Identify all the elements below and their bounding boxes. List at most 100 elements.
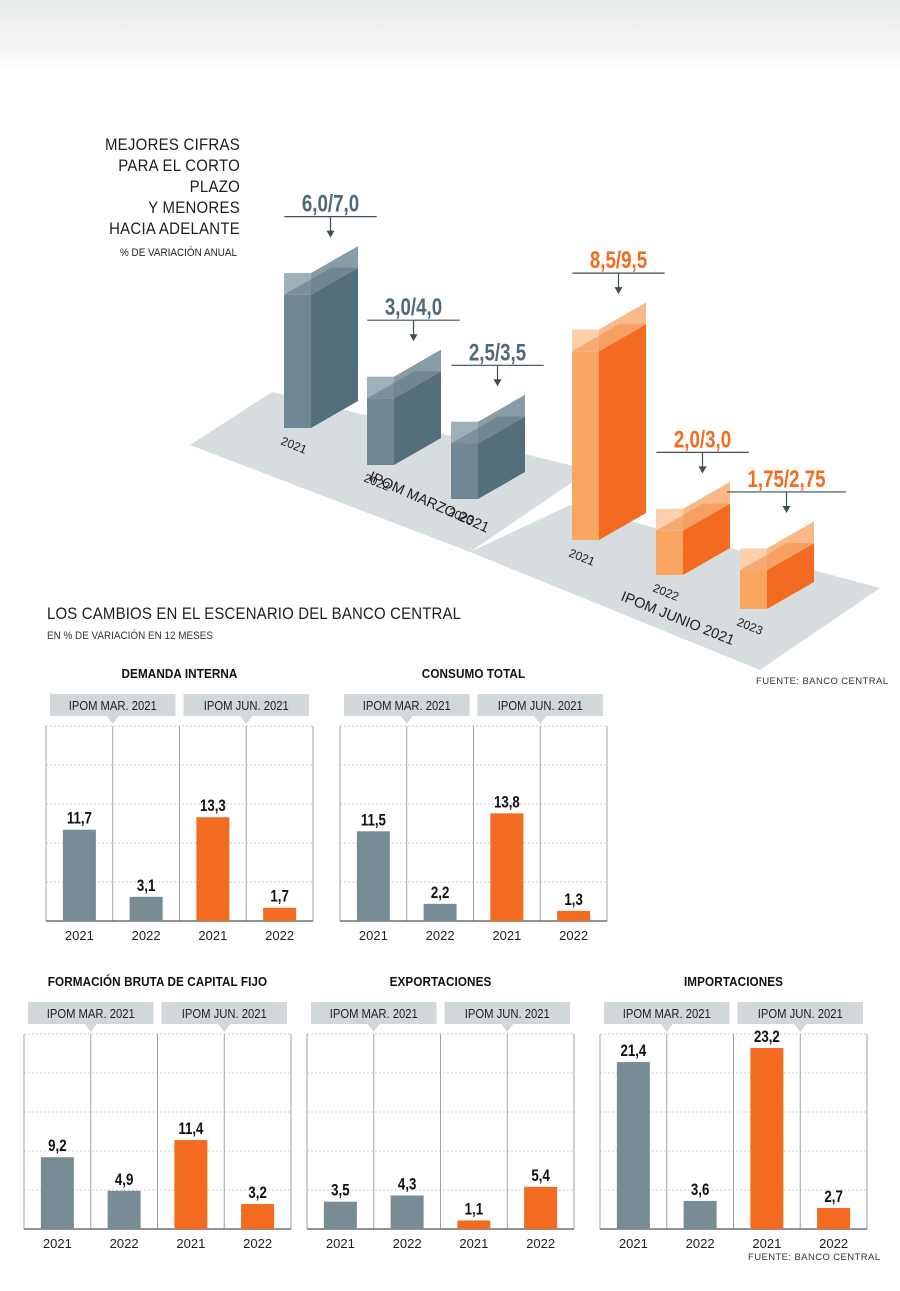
data-label: 5,4 [531,1166,550,1185]
data-label: 23,2 [754,1028,780,1047]
data-label: 9,2 [48,1137,66,1156]
x-tick-label: 2022 [132,928,161,943]
bar-chart: IPOM MAR. 2021 IPOM JUN. 2021 11,7 2021 3,1 2… [45,694,314,943]
data-label: 13,3 [200,797,226,816]
intro-line: PARA EL CORTO PLAZO [118,156,240,196]
panel-title: IMPORTACIONES [683,974,784,989]
bar [557,910,591,921]
group-header-label: IPOM MAR. 2021 [623,1006,711,1021]
bar [616,1062,650,1229]
3d-bar-inner-top [284,267,358,295]
bar-chart: IPOM MAR. 2021 IPOM JUN. 2021 9,2 2021 4,9 20… [23,1002,292,1251]
data-label: 21,4 [620,1042,646,1061]
data-label: 1,1 [465,1200,484,1219]
bar [817,1207,851,1229]
x-tick-label: 2022 [265,928,294,943]
group-header [604,1002,730,1032]
bar [683,1200,717,1229]
group-header [344,694,470,724]
intro-subtitle: % DE VARIACIÓN ANUAL [120,247,237,259]
data-label: 1,7 [270,887,288,906]
3d-bar-side [394,371,441,465]
bar-chart: IPOM MAR. 2021 IPOM JUN. 2021 3,5 2021 4,3 20… [306,1002,575,1251]
x-tick-label: 2021 [198,928,227,943]
x-tick-label: 2022 [686,1236,715,1251]
bar [263,907,297,921]
group-header [161,1002,287,1032]
data-label: 3,2 [248,1184,266,1203]
group-header-label: IPOM MAR. 2021 [330,1006,418,1021]
data-label: 3,5 [331,1181,350,1200]
bar-chart: IPOM MAR. 2021 IPOM JUN. 2021 11,5 2021 2,2 2… [339,694,608,943]
3d-bar-top [365,348,443,377]
bar [750,1048,784,1229]
arrow-head-icon [782,505,791,513]
panel-title: EXPORTACIONES [389,974,492,989]
top-background [0,0,900,74]
bar [490,813,524,921]
source-note-top: FUENTE: BANCO CENTRAL [756,676,889,687]
data-label: 2,7 [824,1187,842,1206]
data-label: 3,6 [691,1180,709,1199]
bar [107,1190,141,1229]
3d-bar-top [282,245,360,274]
bar [174,1140,208,1229]
group-header [737,1002,863,1032]
arrow-head-icon [614,287,623,295]
data-label: 11,5 [361,811,387,830]
data-label: 13,8 [494,793,520,812]
range-value-label: 6,0/7,0 [302,190,359,217]
range-value-label: 1,75/2,75 [747,466,825,493]
range-value-label: 2,0/3,0 [674,426,731,453]
group-header [444,1002,570,1032]
range-value-label: 8,5/9,5 [590,247,647,274]
arrow-head-icon [326,230,335,238]
bar [129,896,163,921]
x-tick-label: 2022 [243,1236,272,1251]
3d-bar-top [449,393,527,422]
intro-text: MEJORES CIFRAS PARA EL CORTO PLAZO Y MEN… [40,134,240,259]
group-header-label: IPOM MAR. 2021 [363,698,451,713]
data-label: 11,4 [178,1120,204,1139]
bar [196,817,230,921]
3d-bar-front [284,294,311,428]
group-header [311,1002,437,1032]
x-tick-label: 2021 [619,1236,648,1251]
3d-bar-front [740,570,767,609]
panel-formacion-bruta: FORMACIÓN BRUTA DE CAPITAL FIJO IPOM MAR… [23,974,292,1254]
x-tick-label: 2022 [393,1236,422,1251]
section-title: LOS CAMBIOS EN EL ESCENARIO DEL BANCO CE… [47,604,462,623]
bar [390,1195,424,1229]
3d-bar-inner-top [656,503,730,531]
3d-bar-side [599,324,646,540]
bar [524,1186,558,1229]
bar [241,1204,275,1229]
3d-bar-inner-top [451,416,525,444]
bar [62,829,96,921]
x-tick-label: 2021 [752,1236,781,1251]
ipom-floor [190,392,590,552]
x-tick-label: 2021 [176,1236,205,1251]
3d-bar-front [367,398,394,465]
panel-title: DEMANDA INTERNA [121,666,238,681]
panel-demanda-interna: DEMANDA INTERNA IPOM MAR. 2021 IPOM JUN. … [45,666,314,946]
3d-bar-side [478,416,525,499]
x-tick-label: 2022 [426,928,455,943]
data-label: 2,2 [431,883,449,902]
bar [323,1201,357,1229]
arrow-head-icon [409,334,418,342]
data-label: 1,3 [564,890,582,909]
panel-importaciones: IMPORTACIONES IPOM MAR. 2021 IPOM JUN. 20… [599,974,868,1254]
bar [40,1157,74,1229]
panel-exportaciones: EXPORTACIONES IPOM MAR. 2021 IPOM JUN. 20… [306,974,575,1254]
ipom-floor [470,505,880,670]
3d-bar-front [451,443,478,499]
x-tick-label: 2021 [459,1236,488,1251]
data-label: 4,9 [115,1170,133,1189]
x-tick-label: 2022 [110,1236,139,1251]
source-note-bottom: FUENTE: BANCO CENTRAL [748,1252,881,1263]
range-value-label: 3,0/4,0 [385,294,442,321]
group-header-label: IPOM JUN. 2021 [182,1006,267,1021]
arrow-head-icon [698,466,707,474]
